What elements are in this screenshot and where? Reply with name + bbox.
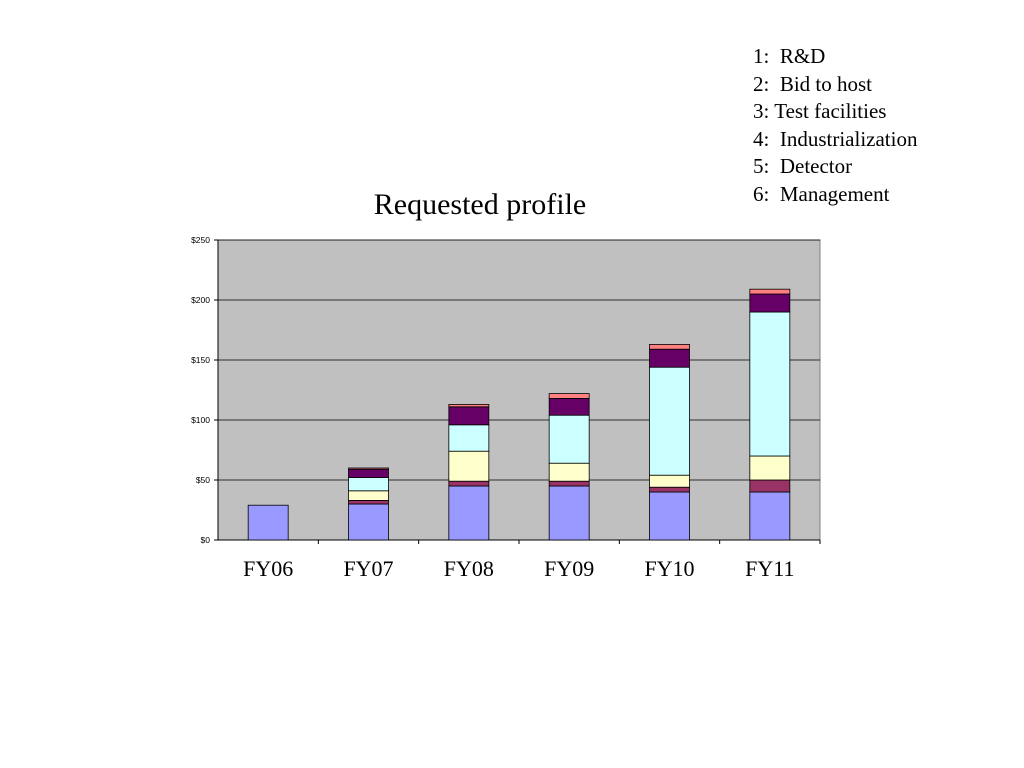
bar-segment [348,499,389,505]
bar-segment [749,288,791,295]
x-tick-label: FY08 [444,556,494,581]
legend-item-rd: 1: R&D [753,44,826,68]
bar-segment [749,491,791,541]
y-tick-label: $50 [196,475,210,485]
y-tick-label: $0 [201,535,211,545]
bar-segment [348,468,389,479]
bar-segment [548,462,590,482]
legend-item-industrialization: 4: Industrialization [753,126,918,151]
bar-segment [448,406,490,426]
legend: 1: R&D 2: Bid to host 3: Test facilities… [753,43,917,209]
bar-segment [348,490,389,501]
bar-segment [348,477,389,492]
bar-segment [649,366,690,476]
bar-segment [448,424,490,452]
legend-item-management: 6: Management [753,181,890,206]
x-tick-label: FY09 [544,556,594,581]
bar-segment [348,467,389,470]
bar-segment [649,474,690,488]
legend-item-bid-to-host: 2: Bid to host [753,71,873,96]
bar-segment [448,450,490,482]
bar-segment [749,455,791,481]
plot-area [217,239,821,541]
bar-segment [749,479,791,493]
bar-segment [749,293,791,313]
bar-segment [548,480,590,487]
bar-segment [548,393,590,399]
bar-segment [649,348,690,368]
bar-segment [247,504,289,541]
bar-segment [548,414,590,464]
bar-segment [348,503,389,541]
legend-item-test-facilities: 3: Test facilities [753,99,887,124]
bar-segment [649,343,690,350]
x-tick-label: FY07 [343,556,393,581]
bar-segment [448,480,490,487]
y-tick-label: $100 [191,415,210,425]
bar-segment [448,485,490,541]
y-tick-label: $150 [191,355,210,365]
bar-segment [548,397,590,416]
bar-segment [649,486,690,493]
chart-title: Requested profile [373,188,587,221]
y-tick-label: $250 [191,235,210,245]
x-tick-label: FY06 [243,556,293,581]
bar-segment [548,485,590,541]
bar-segment [749,311,791,457]
x-tick-label: FY11 [745,556,794,581]
legend-item-detector: 5: Detector [753,154,853,179]
y-tick-label: $200 [191,295,210,305]
x-tick-label: FY10 [644,556,694,581]
bar-segment [448,403,490,408]
bar-segment [649,491,690,541]
